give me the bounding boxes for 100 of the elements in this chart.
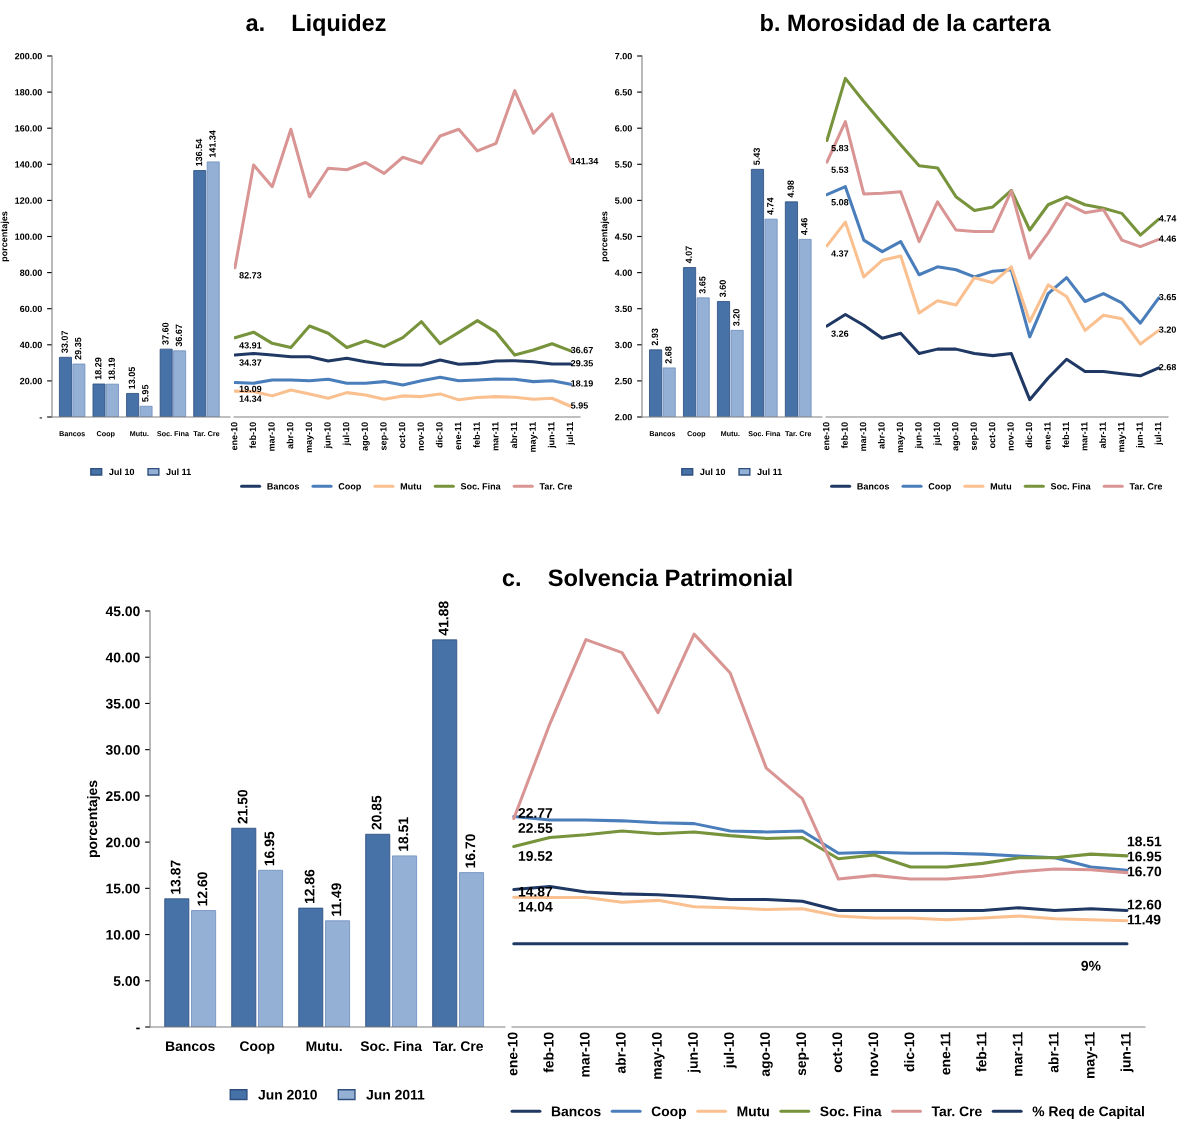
data-label: 3.60 xyxy=(719,280,726,298)
data-label: 12.60 xyxy=(197,872,208,906)
x-tick-label: jun-10 xyxy=(687,1032,701,1073)
x-tick-label: abr-10 xyxy=(286,422,294,449)
legend-label: Bancos xyxy=(551,1106,601,1117)
bar xyxy=(432,639,458,1027)
legend-label: Coop xyxy=(338,483,361,492)
y-tick-label: 80.00 xyxy=(19,269,42,276)
legend-label: Jun 2010 xyxy=(258,1089,317,1100)
data-label: 41.88 xyxy=(438,601,449,636)
bar xyxy=(206,161,220,417)
data-label: 13.05 xyxy=(128,366,136,389)
legend-label: Bancos xyxy=(267,483,300,490)
data-label: 16.95 xyxy=(1127,851,1162,862)
x-tick-label: jul-11 xyxy=(1154,422,1163,446)
data-label: 3.26 xyxy=(831,330,849,337)
legend-label: Coop xyxy=(651,1106,687,1120)
chart-title: a. Liquidez xyxy=(246,13,386,36)
y-tick-label: 2.00 xyxy=(615,413,632,421)
y-tick-label: 180.00 xyxy=(15,89,42,96)
y-tick-label: 30.00 xyxy=(105,745,140,755)
data-label: 18.29 xyxy=(95,357,102,380)
data-label: 36.67 xyxy=(175,324,183,347)
data-label: 3.20 xyxy=(1158,326,1176,333)
data-label: 3.65 xyxy=(699,276,706,294)
data-label: 4.74 xyxy=(1158,215,1177,222)
x-tick-label: may-10 xyxy=(305,422,314,453)
annotation: 9% xyxy=(1081,960,1101,971)
x-tick-label: may-10 xyxy=(896,422,905,453)
data-label: 3.20 xyxy=(733,308,740,326)
x-tick-label: ago-10 xyxy=(361,422,370,451)
x-tick-label: ene-11 xyxy=(1044,422,1051,450)
y-axis-title: porcentajes xyxy=(0,211,10,262)
y-axis-title: porcentajes xyxy=(87,780,100,858)
data-label: 14.04 xyxy=(518,901,553,912)
data-label: 19.52 xyxy=(518,851,553,861)
x-tick-label: oct-10 xyxy=(988,422,996,449)
data-label: 5.83 xyxy=(831,144,849,152)
y-tick-label: 4.00 xyxy=(614,269,632,276)
bar xyxy=(126,393,140,417)
data-label: 43.91 xyxy=(239,342,262,349)
y-tick-label: 20.00 xyxy=(20,377,42,385)
x-tick-label: Tar. Cre xyxy=(432,1041,483,1052)
bar xyxy=(365,833,391,1027)
x-tick-label: oct-10 xyxy=(398,422,406,449)
bar xyxy=(325,920,351,1027)
data-label: 33.07 xyxy=(61,330,68,353)
data-label: 13.87 xyxy=(170,860,181,894)
x-tick-label: dic-10 xyxy=(904,1032,915,1072)
bar xyxy=(139,405,153,417)
x-tick-label: abr-11 xyxy=(510,422,518,449)
y-tick-label: 140.00 xyxy=(15,161,42,168)
x-tick-label: Bancos xyxy=(166,1041,215,1052)
legend-label: Tar. Cre xyxy=(539,483,573,490)
data-label: 141.34 xyxy=(209,130,216,158)
x-tick-label: jun-10 xyxy=(914,422,924,449)
y-tick-label: 20.00 xyxy=(106,837,140,848)
legend-label: Soc. Fina xyxy=(460,482,501,490)
data-label: 4.46 xyxy=(801,217,808,236)
data-label: 22.77 xyxy=(518,808,553,818)
x-tick-label: abr-11 xyxy=(1048,1032,1059,1073)
x-tick-label: abr-10 xyxy=(615,1032,626,1074)
data-label: 4.74 xyxy=(767,197,774,215)
x-tick-label: Soc. Fina xyxy=(360,1040,423,1052)
x-tick-label: nov-10 xyxy=(417,422,424,451)
data-label: 14.34 xyxy=(239,395,262,402)
x-tick-label: Mutu. xyxy=(306,1041,342,1052)
bar xyxy=(459,872,484,1027)
y-tick-label: 7.00 xyxy=(615,52,632,60)
legend-label: Bancos xyxy=(857,483,890,490)
data-label: 18.51 xyxy=(398,817,409,851)
y-tick-label: 6.50 xyxy=(615,89,632,96)
legend-label: Jul 11 xyxy=(757,468,782,476)
y-tick-label: 40.00 xyxy=(19,341,42,349)
x-tick-label: may-11 xyxy=(1084,1032,1098,1079)
y-tick-label: 45.00 xyxy=(105,606,140,617)
x-tick-label: mar-10 xyxy=(268,422,275,451)
x-tick-label: sep-10 xyxy=(380,422,389,451)
x-tick-label: jun-11 xyxy=(1136,422,1145,449)
x-tick-label: feb-11 xyxy=(1062,422,1070,448)
data-label: 5.08 xyxy=(831,199,849,206)
bar xyxy=(193,170,207,417)
data-label: 18.19 xyxy=(571,380,593,387)
bar xyxy=(298,907,324,1027)
data-label: 4.07 xyxy=(685,246,692,264)
data-label: 21.50 xyxy=(237,789,248,824)
bar xyxy=(173,350,187,417)
data-label: 37.60 xyxy=(162,322,169,345)
legend-label: Tar. Cre xyxy=(931,1106,982,1117)
x-tick-label: dic-10 xyxy=(435,422,443,448)
data-label: 29.35 xyxy=(570,360,594,367)
x-tick-label: jul-11 xyxy=(566,422,575,446)
x-tick-label: feb-11 xyxy=(473,422,480,448)
x-tick-label: oct-10 xyxy=(832,1032,843,1073)
x-tick-label: abr-10 xyxy=(878,422,885,449)
data-label: 5.43 xyxy=(753,147,760,165)
x-tick-label: sep-10 xyxy=(796,1032,809,1076)
data-label: 3.65 xyxy=(1158,293,1177,301)
x-tick-label: ene-11 xyxy=(454,422,462,450)
x-tick-label: feb-10 xyxy=(249,422,257,449)
